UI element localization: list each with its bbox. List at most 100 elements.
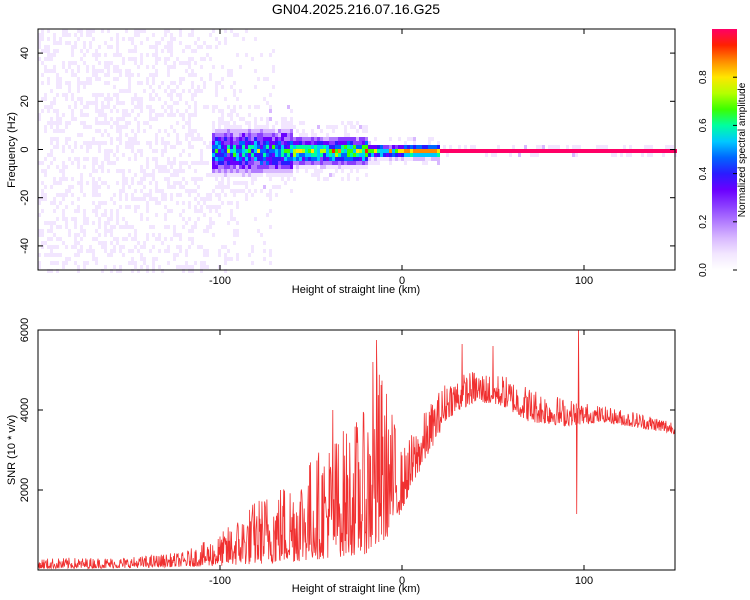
heatmap-cell [392, 153, 395, 157]
heatmap-cell [158, 245, 161, 249]
heatmap-cell [230, 145, 233, 149]
heatmap-cell [125, 257, 128, 261]
heatmap-cell [182, 153, 185, 157]
heatmap-cell [113, 65, 116, 69]
heatmap-cell [71, 221, 74, 225]
heatmap-cell [146, 141, 149, 145]
heatmap-cell [176, 233, 179, 237]
heatmap-cell [80, 117, 83, 121]
heatmap-cell [62, 113, 65, 117]
heatmap-cell [272, 125, 275, 129]
heatmap-cell [38, 169, 41, 173]
heatmap-cell [122, 245, 125, 249]
heatmap-cell [197, 145, 200, 149]
heatmap-cell [158, 153, 161, 157]
heatmap-cell [194, 201, 197, 205]
heatmap-cell [257, 149, 260, 153]
heatmap-cell [152, 141, 155, 145]
heatmap-cell [110, 73, 113, 77]
heatmap-cell [149, 141, 152, 145]
heatmap-cell [248, 133, 251, 137]
heatmap-cell [95, 193, 98, 197]
heatmap-cell [203, 57, 206, 61]
heatmap-cell [143, 97, 146, 101]
heatmap-cell [86, 73, 89, 77]
heatmap-cell [215, 205, 218, 209]
heatmap-cell [77, 109, 80, 113]
heatmap-cell [605, 149, 608, 153]
heatmap-cell [89, 65, 92, 69]
heatmap-cell [56, 261, 59, 265]
heatmap-cell [77, 89, 80, 93]
heatmap-cell [170, 81, 173, 85]
heatmap-cell [254, 137, 257, 141]
heatmap-cell [155, 45, 158, 49]
heatmap-cell [158, 145, 161, 149]
heatmap-cell [44, 245, 47, 249]
heatmap-cell [149, 205, 152, 209]
heatmap-cell [209, 141, 212, 145]
heatmap-cell [149, 249, 152, 253]
heatmap-cell [236, 53, 239, 57]
heatmap-cell [344, 125, 347, 129]
heatmap-cell [200, 177, 203, 181]
heatmap-cell [44, 69, 47, 73]
heatmap-cell [281, 169, 284, 173]
heatmap-cell [170, 249, 173, 253]
heatmap-cell [140, 89, 143, 93]
heatmap-cell [224, 261, 227, 265]
heatmap-cell [116, 57, 119, 61]
heatmap-cell [266, 77, 269, 81]
heatmap-cell [122, 113, 125, 117]
heatmap-cell [95, 57, 98, 61]
heatmap-cell [428, 157, 431, 161]
heatmap-cell [89, 249, 92, 253]
heatmap-cell [179, 201, 182, 205]
heatmap-cell [269, 177, 272, 181]
heatmap-cell [161, 129, 164, 133]
heatmap-cell [65, 233, 68, 237]
heatmap-cell [53, 145, 56, 149]
heatmap-cell [317, 165, 320, 169]
heatmap-cell [338, 153, 341, 157]
heatmap-cell [125, 153, 128, 157]
heatmap-cell [128, 217, 131, 221]
heatmap-cell [197, 189, 200, 193]
heatmap-cell [629, 145, 632, 149]
heatmap-cell [272, 53, 275, 57]
heatmap-cell [179, 85, 182, 89]
heatmap-cell [146, 153, 149, 157]
heatmap-cell [197, 57, 200, 61]
heatmap-cell [140, 169, 143, 173]
heatmap-cell [170, 217, 173, 221]
heatmap-cell [146, 201, 149, 205]
heatmap-cell [146, 137, 149, 141]
heatmap-cell [356, 165, 359, 169]
heatmap-cell [59, 221, 62, 225]
heatmap-cell [149, 209, 152, 213]
heatmap-cell [248, 105, 251, 109]
heatmap-cell [140, 197, 143, 201]
heatmap-cell [56, 237, 59, 241]
heatmap-cell [77, 269, 80, 273]
heatmap-cell [212, 197, 215, 201]
heatmap-cell [56, 85, 59, 89]
heatmap-cell [134, 185, 137, 189]
heatmap-cell [293, 133, 296, 137]
heatmap-cell [113, 53, 116, 57]
heatmap-cell [302, 137, 305, 141]
heatmap-cell [329, 145, 332, 149]
heatmap-cell [53, 105, 56, 109]
heatmap-cell [71, 257, 74, 261]
heatmap-cell [47, 129, 50, 133]
heatmap-cell [341, 145, 344, 149]
heatmap-cell [218, 181, 221, 185]
heatmap-cell [86, 249, 89, 253]
heatmap-cell [77, 145, 80, 149]
heatmap-cell [299, 149, 302, 153]
heatmap-cell [119, 129, 122, 133]
heatmap-cell [182, 41, 185, 45]
heatmap-cell [152, 125, 155, 129]
heatmap-cell [212, 149, 215, 153]
heatmap-cell [170, 157, 173, 161]
